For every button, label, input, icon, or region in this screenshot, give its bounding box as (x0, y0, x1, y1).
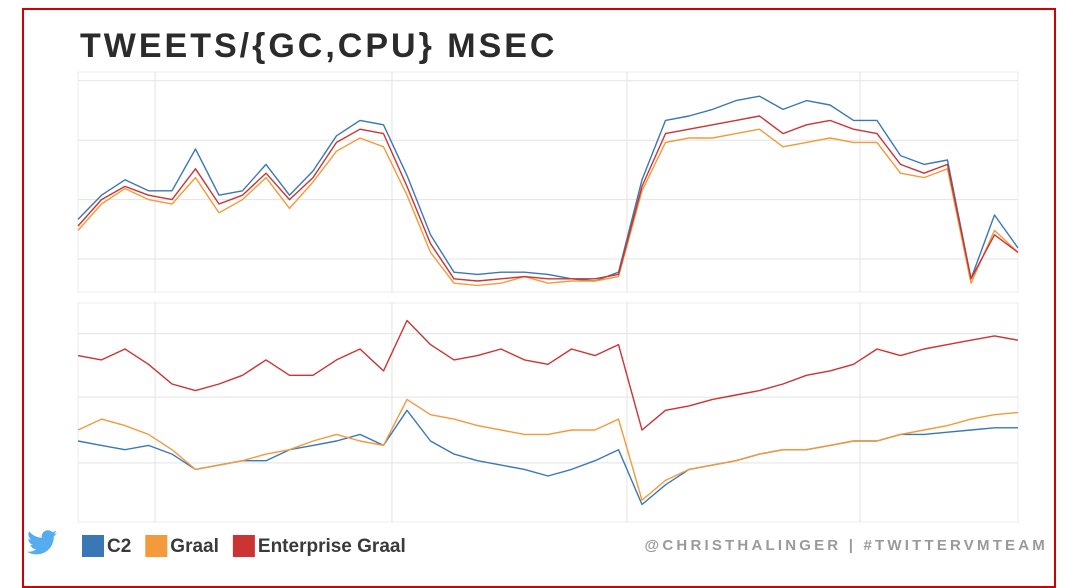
bird (27, 530, 57, 555)
series-line (77, 128, 1019, 287)
series-line (77, 398, 1019, 501)
series-line (77, 319, 1019, 431)
legend-swatch (82, 535, 104, 557)
chart-title: TWEETS/{GC,CPU} MSEC (80, 27, 557, 65)
legend-label: C2 (107, 536, 131, 557)
slide: TWEETS/{GC,CPU} MSEC @CHRISTHALINGER | #… (27, 27, 1048, 557)
legend-swatch (232, 535, 255, 557)
legend-swatch (145, 535, 168, 557)
plot-area (77, 302, 1019, 523)
legend-label: Enterprise Graal (258, 536, 406, 557)
plot-area (77, 71, 1019, 293)
series-line (77, 95, 1019, 282)
legend-label: Graal (170, 536, 219, 557)
series-line (77, 115, 1019, 282)
credit: @CHRISTHALINGER | #TWITTERVMTEAM (645, 537, 1048, 554)
twitter-icon (27, 530, 57, 555)
